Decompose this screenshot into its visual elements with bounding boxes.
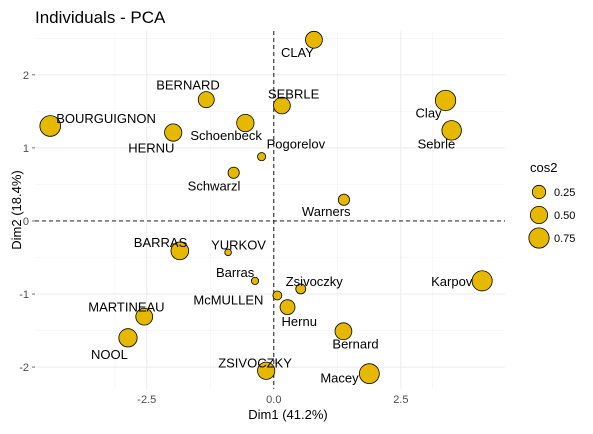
point-nool [118,328,138,348]
point-hernu [279,299,296,316]
x-tick-label: -2.5 [137,394,156,406]
point-label: Schwarzl [188,179,241,194]
point-sebrle [441,120,462,141]
legend-label: 0.75 [554,233,575,245]
point-barras [170,241,190,261]
point-bernard [197,91,215,109]
point-karpov [471,270,493,292]
point-label: Bernard [332,336,378,351]
y-tick-label: 1 [23,143,29,155]
legend-key [529,205,549,225]
point-label: Zsivoczky [286,274,344,289]
point-label: McMULLEN [193,292,263,307]
point-label: CLAY [281,45,314,60]
y-tick-label: -1 [19,289,29,301]
reference-lines [35,31,505,389]
legend-label: 0.25 [554,187,575,199]
point-schoenbeck [236,113,255,133]
y-tick-label: 0 [23,216,29,228]
y-tick-label: -2 [19,362,29,374]
legend-key [528,227,550,249]
point-label: NOOL [91,347,128,362]
point-macey [358,363,380,385]
point-label: Pogorelov [267,137,326,152]
point-hernu [164,123,183,142]
point-label: BARRAS [134,235,188,250]
point-label: MARTINEAU [88,300,164,315]
y-tick-label: 2 [23,70,29,82]
point-pogorelov [257,152,267,162]
point-label: Warners [302,204,351,219]
point-label: HERNU [128,141,174,156]
point-clay [434,89,457,112]
point-clay [305,30,323,49]
point-yurkov [224,248,232,257]
point-label: Barras [216,265,255,280]
point-zsivoczky [257,361,276,380]
point-label: ZSIVOCZKY [218,356,292,371]
data-points [39,30,493,385]
point-label: Hernu [282,314,317,329]
point-labels: CLAY BERNARD SEBRLE Clay Sebrle BOURGUIGNON HE… [56,45,473,386]
point-schwarzl [227,166,240,179]
y-axis-label: Dim2 (18.4%) [9,170,24,249]
point-label: BERNARD [156,78,220,93]
point-label: BOURGUIGNON [56,111,156,126]
point-label: SEBRLE [268,87,320,102]
legend-label: 0.50 [554,210,575,222]
plot-panel [35,31,505,389]
x-tick-label: 0.0 [266,394,281,406]
point-label: Sebrle [418,136,456,151]
point-bourguignon [39,115,61,137]
legend-key [531,184,547,200]
x-axis-label: Dim1 (41.2%) [248,407,327,422]
legend-title: cos2 [530,160,557,175]
x-tick-label: 2.5 [393,394,408,406]
point-label: Schoenbeck [190,128,262,143]
point-zsivoczky [295,283,307,295]
point-label: Macey [320,371,359,386]
point-label: Clay [416,105,443,120]
point-martineau [135,307,154,326]
point-warners [337,193,350,206]
point-barras [250,276,260,285]
legend: cos2 0.25 0.50 0.75 [528,160,575,249]
point-label: Karpov [431,274,473,289]
y-axis-ticks: -2 -1 0 1 2 [19,70,35,374]
point-mcmullen [272,290,283,301]
x-axis-ticks: -2.5 0.0 2.5 [137,394,408,406]
chart-title: Individuals - PCA [35,8,166,27]
point-sebrle [273,96,291,115]
point-label: YURKOV [211,237,266,252]
point-bernard [334,322,353,341]
